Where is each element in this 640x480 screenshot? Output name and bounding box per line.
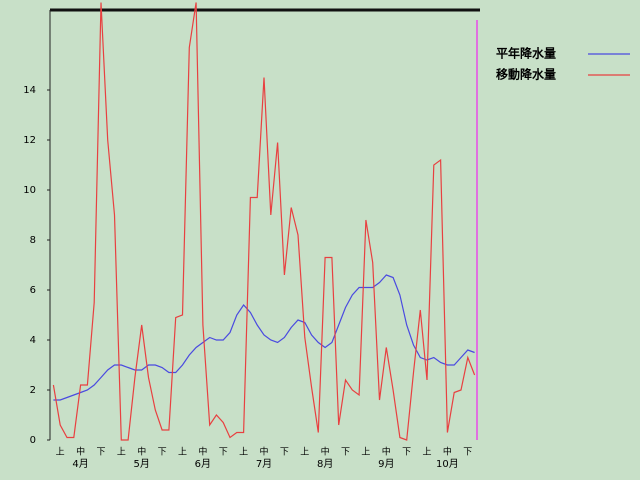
- x-tick-label: 中: [443, 446, 452, 458]
- legend-label: 平年降水量: [496, 46, 556, 61]
- x-tick-label: 中: [198, 446, 207, 458]
- y-tick-label: 12: [23, 135, 36, 146]
- y-tick-label: 6: [30, 285, 36, 296]
- x-tick-label: 下: [341, 448, 350, 458]
- series-line: [53, 274, 475, 401]
- x-tick-label: 下: [402, 448, 411, 458]
- month-label: 4月: [72, 458, 88, 470]
- x-tick-label: 中: [259, 446, 268, 458]
- x-tick-label: 中: [137, 446, 146, 458]
- y-tick-label: 10: [23, 185, 36, 196]
- month-label: 7月: [256, 458, 272, 470]
- y-tick-label: 14: [23, 85, 36, 96]
- y-tick-label: 4: [30, 335, 36, 346]
- x-tick-label: 下: [280, 448, 289, 458]
- series-line: [52, 2, 476, 441]
- x-tick-label: 上: [56, 447, 65, 458]
- x-tick-label: 中: [382, 446, 391, 458]
- month-label: 9月: [378, 458, 394, 470]
- x-tick-label: 中: [76, 446, 85, 458]
- x-tick-label: 中: [321, 446, 330, 458]
- legend-label: 移動降水量: [496, 67, 556, 82]
- x-tick-label: 上: [117, 447, 126, 458]
- x-tick-label: 上: [178, 447, 187, 458]
- x-tick-label: 下: [219, 448, 228, 458]
- x-tick-label: 上: [361, 447, 370, 458]
- x-tick-label: 下: [158, 448, 167, 458]
- month-label: 5月: [134, 458, 150, 470]
- y-tick-label: 8: [30, 235, 36, 246]
- x-tick-label: 上: [423, 447, 432, 458]
- month-label: 8月: [317, 458, 333, 470]
- x-tick-label: 上: [239, 447, 248, 458]
- x-tick-label: 下: [96, 448, 105, 458]
- y-tick-label: 2: [30, 385, 36, 396]
- x-tick-label: 下: [463, 448, 472, 458]
- month-label: 10月: [436, 458, 459, 470]
- x-tick-label: 上: [300, 447, 309, 458]
- month-label: 6月: [195, 458, 211, 470]
- y-tick-label: 0: [30, 435, 36, 446]
